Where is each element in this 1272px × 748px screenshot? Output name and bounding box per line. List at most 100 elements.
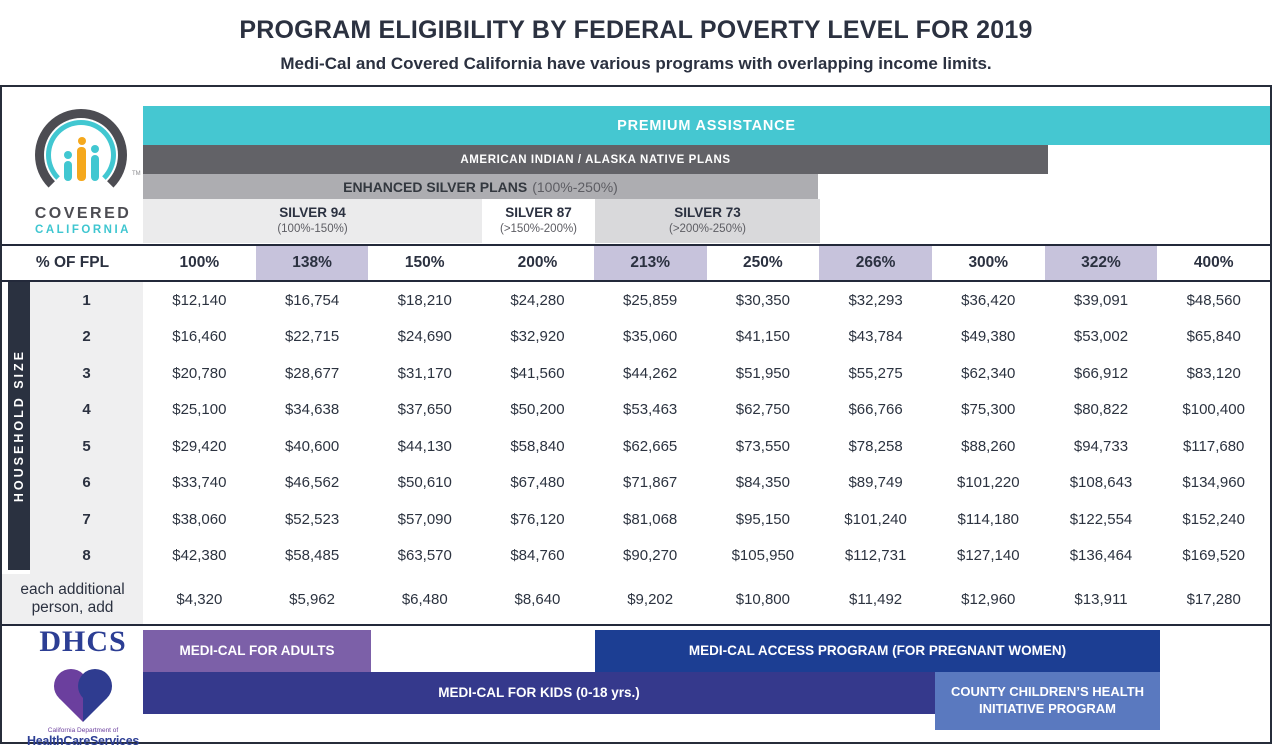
income-cell: $78,258 (848, 437, 903, 455)
cc-person-icon (64, 151, 72, 181)
income-cell: $55,275 (848, 364, 903, 382)
income-cell: $17,280 (1186, 590, 1241, 608)
income-cell: $44,130 (397, 437, 452, 455)
income-cell: $13,911 (1074, 590, 1128, 608)
income-cell: $62,750 (735, 401, 790, 419)
additional-person-row: each additional person, add $4,320 $5,962 $6… (2, 574, 1270, 626)
income-cell: $31,170 (397, 364, 452, 382)
silver-94-block: SILVER 94 (100%-150%) (143, 199, 482, 243)
medi-cal-access-program-bar: MEDI-CAL ACCESS PROGRAM (FOR PREGNANT WO… (595, 630, 1160, 672)
silver-94-name: SILVER 94 (279, 205, 346, 221)
dhcs-acronym: DHCS (39, 625, 127, 658)
household-size-value: 7 (82, 510, 91, 528)
income-cell: $41,150 (735, 328, 790, 346)
silver-73-block: SILVER 73 (>200%-250%) (595, 199, 820, 243)
table-row: 7 $38,060 $52,523 $57,090 $76,120 $81,068 $95,… (2, 501, 1270, 538)
income-cell: $105,950 (731, 547, 795, 565)
fpl-column-header: 322% (1044, 246, 1158, 280)
income-cell: $10,800 (735, 590, 790, 608)
income-cell: $62,665 (623, 437, 678, 455)
eligibility-table-frame: TM COVERED CALIFORNIA PREMIUM ASSISTANCE… (0, 85, 1272, 748)
county-childrens-health-initiative-bar: COUNTY CHILDREN’S HEALTH INITIATIVE PROG… (935, 672, 1160, 730)
income-cell: $50,610 (397, 474, 452, 492)
income-cell: $65,840 (1186, 328, 1241, 346)
income-cell: $48,560 (1186, 291, 1241, 309)
income-cell: $101,240 (844, 510, 907, 528)
income-cell: $75,300 (961, 401, 1016, 419)
income-cell: $83,120 (1186, 364, 1241, 382)
income-cell: $24,690 (397, 328, 452, 346)
income-cell: $24,280 (510, 291, 565, 309)
cc-trademark: TM (132, 171, 141, 177)
income-cell: $43,784 (848, 328, 903, 346)
cc-wordmark-california: CALIFORNIA (35, 224, 131, 236)
income-cell: $22,715 (284, 328, 340, 346)
household-size-sidebar: HOUSEHOLD SIZE (8, 282, 30, 570)
silver-87-range: (>150%-200%) (499, 223, 578, 236)
fpl-column-header: 250% (743, 254, 783, 271)
income-cell: $108,643 (1069, 474, 1133, 492)
table-row: 5 $29,420 $40,600 $44,130 $58,840 $62,665 $73,… (2, 428, 1270, 465)
household-size-value: 2 (82, 328, 91, 346)
income-cell: $33,740 (172, 474, 227, 492)
income-cell: $53,463 (623, 401, 678, 419)
cc-outer-arc-icon (35, 109, 127, 201)
income-cell: $34,638 (284, 401, 340, 419)
fpl-column-header: 138% (255, 246, 369, 280)
income-cell: $49,380 (961, 328, 1016, 346)
income-cell: $12,140 (172, 291, 227, 309)
income-cell: $11,492 (849, 590, 903, 608)
income-cell: $5,962 (289, 590, 335, 608)
income-cell: $51,950 (735, 364, 790, 382)
income-cell: $66,912 (1073, 364, 1129, 382)
income-cell: $20,780 (172, 364, 227, 382)
silver-87-block: SILVER 87 (>150%-200%) (482, 199, 595, 243)
income-cell: $90,270 (623, 547, 678, 565)
income-cell: $66,766 (848, 401, 903, 419)
income-cell: $95,150 (735, 510, 790, 528)
income-cell: $30,350 (735, 291, 790, 309)
income-cell: $41,560 (510, 364, 565, 382)
household-label-column-bg (30, 282, 143, 574)
income-cell: $114,180 (957, 510, 1019, 528)
income-cell: $46,562 (284, 474, 340, 492)
fpl-column-header: 213% (593, 246, 707, 280)
dhcs-name: HealthCareServices (26, 734, 140, 748)
household-size-value: 8 (82, 547, 91, 565)
cc-inner-arc-icon (46, 120, 116, 190)
enhanced-silver-label: ENHANCED SILVER PLANS (343, 178, 528, 195)
table-row: 1 $12,140 $16,754 $18,210 $24,280 $25,859 $30,… (2, 282, 1270, 319)
covered-california-logo: TM COVERED CALIFORNIA (24, 109, 142, 239)
income-cell: $71,867 (623, 474, 678, 492)
medi-cal-adults-bar: MEDI-CAL FOR ADULTS (143, 630, 371, 672)
income-cell: $84,760 (510, 547, 565, 565)
income-cell: $38,060 (172, 510, 227, 528)
income-cell: $8,640 (514, 590, 561, 608)
enhanced-silver-range: (100%-250%) (532, 178, 618, 195)
table-row: 2 $16,460 $22,715 $24,690 $32,920 $35,060 $41,… (2, 319, 1270, 356)
income-cell: $117,680 (1182, 437, 1245, 455)
table-row: 4 $25,100 $34,638 $37,650 $50,200 $53,463 $62,… (2, 392, 1270, 429)
american-indian-alaska-native-bar: AMERICAN INDIAN / ALASKA NATIVE PLANS (143, 145, 1048, 174)
income-cell: $101,220 (956, 474, 1020, 492)
income-cell: $50,200 (510, 401, 565, 419)
household-size-value: 6 (82, 474, 91, 492)
income-cell: $127,140 (956, 547, 1020, 565)
table-row: 8 $42,380 $58,485 $63,570 $84,760 $90,270 $105… (2, 538, 1270, 575)
fpl-column-header: 400% (1193, 254, 1234, 271)
income-cell: $80,822 (1073, 401, 1129, 419)
fpl-header-row: % OF FPL 100% 138% 150% 200% 213% 250% 266% 300… (2, 244, 1270, 282)
income-cell: $42,380 (172, 547, 227, 565)
household-size-value: 4 (82, 401, 91, 419)
income-cell: $16,460 (172, 328, 227, 346)
fpl-column-header: 100% (179, 254, 220, 271)
table-row: 3 $20,780 $28,677 $31,170 $41,560 $44,262 $51,… (2, 355, 1270, 392)
income-cell: $62,340 (961, 364, 1016, 382)
income-cell: $134,960 (1182, 474, 1245, 492)
income-cell: $122,554 (1069, 510, 1133, 528)
income-cell: $28,677 (284, 364, 340, 382)
income-cell: $63,570 (397, 547, 452, 565)
income-cell: $57,090 (397, 510, 452, 528)
household-size-value: 5 (82, 437, 91, 455)
